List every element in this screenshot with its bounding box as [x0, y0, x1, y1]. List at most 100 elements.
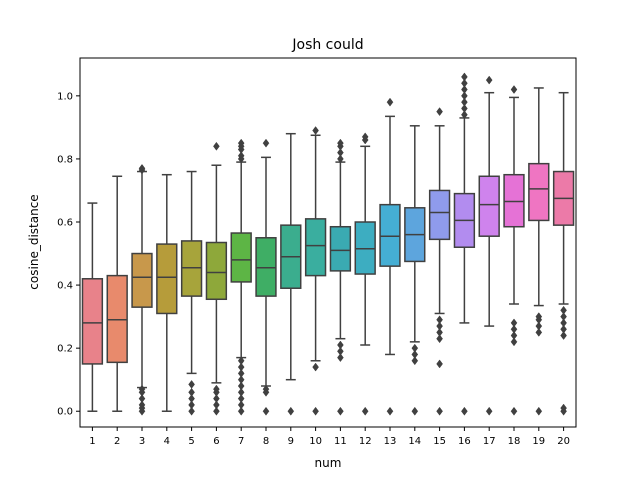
outlier-point — [461, 406, 468, 416]
outlier-point — [485, 406, 493, 416]
outlier-point — [461, 97, 468, 107]
outlier-point — [337, 353, 344, 363]
x-tick-label: 3 — [139, 436, 145, 447]
outlier-point — [510, 406, 518, 416]
box-13 — [379, 203, 401, 267]
y-tick-label: 0.2 — [57, 344, 73, 355]
outlier-point — [188, 380, 195, 389]
outlier-point — [461, 110, 468, 120]
outlier-point — [436, 321, 443, 331]
box-group-6 — [205, 141, 228, 416]
box-group-3 — [131, 163, 153, 416]
outlier-point — [188, 387, 195, 397]
box-2 — [106, 274, 128, 364]
x-tick-label: 1 — [89, 436, 95, 447]
box-group-13 — [379, 97, 401, 416]
outlier-point — [535, 327, 543, 337]
outlier-point — [237, 400, 245, 410]
box-group-1 — [81, 202, 104, 412]
box-17 — [478, 175, 500, 237]
outlier-point — [337, 148, 344, 158]
outlier-point — [237, 138, 245, 148]
x-tick-label: 13 — [384, 436, 397, 447]
outlier-point — [312, 126, 319, 135]
outlier-point — [560, 324, 567, 334]
x-tick-label: 2 — [114, 436, 120, 447]
x-tick-label: 17 — [483, 436, 496, 447]
outlier-point — [361, 132, 369, 142]
outlier-point — [386, 97, 394, 107]
x-tick-label: 6 — [213, 436, 219, 447]
outlier-point — [213, 384, 220, 394]
box-group-4 — [156, 173, 178, 412]
outlier-point — [361, 406, 369, 416]
x-axis: 1 2 3 4 5 6 7 8 9 10 11 12 13 14 15 16 17 18 19 20 — [89, 427, 570, 447]
box-8 — [255, 237, 277, 297]
box-group-5 — [180, 170, 203, 416]
x-tick-label: 9 — [288, 436, 294, 447]
box-19 — [528, 162, 550, 222]
outlier-point — [411, 350, 419, 359]
outlier-point — [436, 334, 443, 344]
box-6 — [205, 241, 228, 301]
outlier-point — [237, 381, 245, 391]
outlier-point — [560, 305, 567, 315]
axes-frame — [79, 57, 577, 428]
outlier-point — [188, 400, 195, 410]
outlier-point — [436, 406, 443, 416]
box-group-17 — [478, 75, 500, 416]
outlier-point — [312, 406, 319, 416]
box-18 — [503, 173, 525, 228]
box-group-19 — [528, 87, 550, 416]
y-axis: 0.0 0.2 0.4 0.6 0.8 1.0 — [57, 91, 80, 418]
x-tick-label: 11 — [334, 436, 347, 447]
outlier-point — [213, 394, 220, 404]
outlier-point — [138, 400, 146, 410]
outlier-point — [237, 356, 245, 366]
outlier-point — [461, 72, 468, 82]
y-axis-label: cosine_distance — [27, 194, 41, 289]
box-12 — [354, 221, 376, 275]
outlier-point — [287, 406, 295, 416]
outlier-point — [510, 337, 518, 347]
box-group-20 — [552, 91, 575, 416]
box-4 — [156, 243, 178, 315]
x-tick-label: 12 — [359, 436, 372, 447]
outlier-point — [461, 85, 468, 94]
outlier-point — [337, 340, 344, 350]
outlier-point — [411, 356, 419, 366]
box-group-10 — [304, 126, 327, 416]
outlier-point — [237, 375, 245, 385]
outlier-point — [510, 324, 518, 334]
x-tick-label: 16 — [458, 436, 471, 447]
box-group-2 — [106, 175, 128, 412]
outlier-point — [138, 394, 146, 404]
x-tick-label: 7 — [238, 436, 244, 447]
box-group-15 — [428, 107, 451, 416]
y-tick-label: 0.8 — [57, 154, 73, 165]
outlier-point — [535, 406, 543, 416]
box-group-9 — [280, 132, 302, 416]
outlier-point — [386, 406, 394, 416]
outlier-point — [560, 403, 567, 413]
outlier-point — [237, 406, 245, 416]
box-5 — [180, 240, 203, 297]
outlier-point — [237, 362, 245, 372]
y-tick-label: 0.6 — [57, 218, 73, 229]
outlier-point — [138, 163, 146, 173]
outlier-point — [188, 394, 195, 404]
box-group-11 — [329, 138, 352, 416]
box-group-8 — [255, 138, 277, 416]
outlier-point — [510, 318, 518, 328]
outlier-point — [560, 331, 567, 340]
outlier-point — [461, 78, 468, 88]
outlier-point — [237, 387, 245, 397]
outlier-point — [337, 154, 344, 164]
x-tick-label: 14 — [408, 436, 421, 447]
outlier-point — [312, 362, 319, 372]
outlier-point — [510, 331, 518, 340]
box-3 — [131, 252, 153, 308]
outlier-point — [262, 384, 270, 394]
outlier-point — [560, 312, 567, 322]
x-tick-label: 15 — [433, 436, 446, 447]
